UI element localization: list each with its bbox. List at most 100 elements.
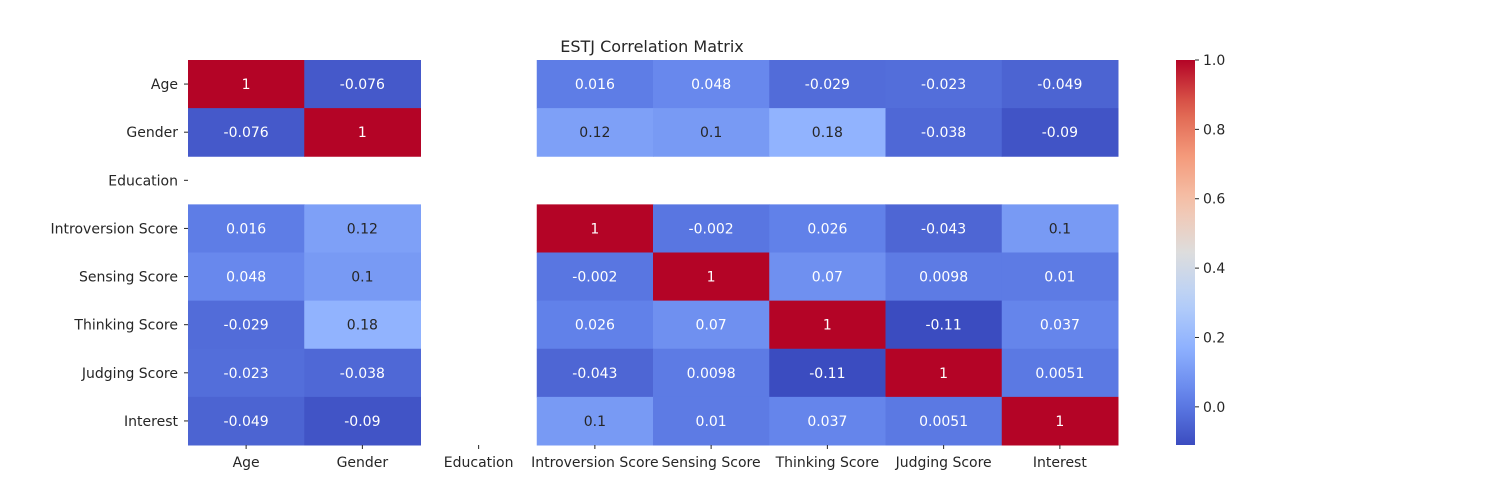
cell-judging-score-gender — [304, 348, 421, 398]
cell-label-gender-introversion-score: 0.12 — [579, 125, 610, 141]
cell-interest-gender — [304, 396, 421, 446]
cell-label-thinking-score-interest: 0.037 — [1040, 318, 1080, 334]
cell-label-gender-judging-score: -0.038 — [921, 125, 966, 141]
cell-label-judging-score-gender: -0.038 — [340, 366, 385, 382]
cell-sensing-score-introversion-score — [536, 252, 654, 302]
cell-label-interest-gender: -0.09 — [344, 414, 380, 430]
cell-thinking-score-sensing-score — [653, 300, 770, 350]
cell-sensing-score-gender — [304, 252, 421, 302]
colorbar-tick-label: 0.2 — [1203, 330, 1225, 346]
y-tick-label-gender: Gender — [126, 125, 178, 141]
cell-interest-thinking-score — [769, 396, 886, 446]
cell-label-age-interest: -0.049 — [1037, 77, 1082, 93]
cell-interest-sensing-score — [653, 396, 770, 446]
x-tick-label-age: Age — [233, 455, 260, 471]
cell-label-interest-thinking-score: 0.037 — [807, 414, 847, 430]
cell-thinking-score-age — [188, 300, 305, 350]
cell-label-judging-score-sensing-score: 0.0098 — [687, 366, 736, 382]
x-axis: Age Gender Education Introversion Score Sens… — [233, 445, 1087, 471]
cell-label-introversion-score-gender: 0.12 — [347, 221, 378, 237]
y-tick-label-judging-score: Judging Score — [81, 366, 178, 382]
cell-label-introversion-score-thinking-score: 0.026 — [807, 221, 847, 237]
cell-label-interest-judging-score: 0.0051 — [919, 414, 968, 430]
cell-age-thinking-score — [769, 60, 886, 109]
cell-label-thinking-score-age: -0.029 — [224, 318, 269, 334]
cell-introversion-score-introversion-score — [536, 204, 654, 253]
cell-label-judging-score-thinking-score: -0.11 — [809, 366, 845, 382]
cell-label-judging-score-interest: 0.0051 — [1035, 366, 1084, 382]
cell-label-gender-gender: 1 — [358, 125, 367, 141]
cell-judging-score-judging-score — [885, 348, 1003, 398]
cell-label-interest-sensing-score: 0.01 — [696, 414, 727, 430]
x-tick-label-interest: Interest — [1033, 455, 1087, 471]
cell-gender-age — [188, 108, 305, 157]
cell-introversion-score-thinking-score — [769, 204, 886, 253]
cell-interest-judging-score — [885, 396, 1003, 446]
colorbar-tick-label: 0.0 — [1203, 400, 1225, 416]
cell-label-sensing-score-judging-score: 0.0098 — [919, 270, 968, 286]
cell-thinking-score-gender — [304, 300, 421, 350]
cell-judging-score-age — [188, 348, 305, 398]
cell-judging-score-thinking-score — [769, 348, 886, 398]
cell-sensing-score-thinking-score — [769, 252, 886, 302]
cell-introversion-score-age — [188, 204, 305, 253]
cell-gender-sensing-score — [653, 108, 770, 157]
y-tick-label-age: Age — [151, 77, 178, 93]
cell-label-introversion-score-judging-score: -0.043 — [921, 221, 966, 237]
colorbar-tick-label: 1.0 — [1203, 53, 1225, 69]
cell-label-introversion-score-introversion-score: 1 — [590, 221, 599, 237]
x-tick-label-sensing-score: Sensing Score — [662, 455, 761, 471]
cell-label-interest-introversion-score: 0.1 — [584, 414, 606, 430]
cell-label-thinking-score-thinking-score: 1 — [823, 318, 832, 334]
colorbar-tick-label: 0.8 — [1203, 122, 1225, 138]
cell-judging-score-introversion-score — [536, 348, 654, 398]
cell-label-age-introversion-score: 0.016 — [575, 77, 615, 93]
cell-label-gender-thinking-score: 0.18 — [812, 125, 843, 141]
cell-label-sensing-score-interest: 0.01 — [1044, 270, 1075, 286]
cell-gender-thinking-score — [769, 108, 886, 157]
cell-label-introversion-score-interest: 0.1 — [1049, 221, 1071, 237]
cell-sensing-score-sensing-score — [653, 252, 770, 302]
colorbar: 0.0 0.2 0.4 0.6 0.8 1.0 — [1176, 53, 1225, 445]
y-tick-label-education: Education — [108, 173, 178, 189]
cell-label-sensing-score-gender: 0.1 — [351, 270, 373, 286]
y-tick-label-introversion-score: Introversion Score — [51, 221, 178, 237]
cell-label-sensing-score-sensing-score: 1 — [707, 270, 716, 286]
x-tick-label-education: Education — [444, 455, 514, 471]
cell-label-interest-interest: 1 — [1055, 414, 1064, 430]
cell-label-introversion-score-age: 0.016 — [226, 221, 266, 237]
cell-introversion-score-sensing-score — [653, 204, 770, 253]
cell-thinking-score-judging-score — [885, 300, 1003, 350]
cell-label-judging-score-introversion-score: -0.043 — [572, 366, 617, 382]
colorbar-tick-label: 0.6 — [1203, 192, 1225, 208]
cell-thinking-score-introversion-score — [536, 300, 654, 350]
x-tick-label-gender: Gender — [337, 455, 389, 471]
cell-age-judging-score — [885, 60, 1003, 109]
cell-age-gender — [304, 60, 421, 109]
cell-age-sensing-score — [653, 60, 770, 109]
cell-age-interest — [1001, 60, 1119, 109]
cell-thinking-score-thinking-score — [769, 300, 886, 350]
cell-label-gender-age: -0.076 — [224, 125, 269, 141]
colorbar-gradient — [1176, 60, 1195, 445]
colorbar-tick-label: 0.4 — [1203, 261, 1225, 277]
heatmap-cell-labels: 1 -0.076 0.016 0.048 -0.029 -0.023 -0.049 -0.07… — [224, 77, 1085, 430]
cell-sensing-score-age — [188, 252, 305, 302]
cell-label-thinking-score-judging-score: -0.11 — [926, 318, 962, 334]
cell-label-gender-interest: -0.09 — [1042, 125, 1078, 141]
cell-gender-interest — [1001, 108, 1119, 157]
cell-label-judging-score-age: -0.023 — [224, 366, 269, 382]
cell-label-judging-score-judging-score: 1 — [939, 366, 948, 382]
cell-gender-judging-score — [885, 108, 1003, 157]
cell-label-age-sensing-score: 0.048 — [691, 77, 731, 93]
cell-label-introversion-score-sensing-score: -0.002 — [689, 221, 734, 237]
cell-label-gender-sensing-score: 0.1 — [700, 125, 722, 141]
cell-label-age-thinking-score: -0.029 — [805, 77, 850, 93]
y-axis: Age Gender Education Introversion Score Sens… — [51, 77, 188, 430]
cell-thinking-score-interest — [1001, 300, 1119, 350]
chart-title: ESTJ Correlation Matrix — [560, 37, 744, 56]
cell-label-thinking-score-introversion-score: 0.026 — [575, 318, 615, 334]
y-tick-label-thinking-score: Thinking Score — [73, 318, 178, 334]
y-tick-label-interest: Interest — [124, 414, 178, 430]
